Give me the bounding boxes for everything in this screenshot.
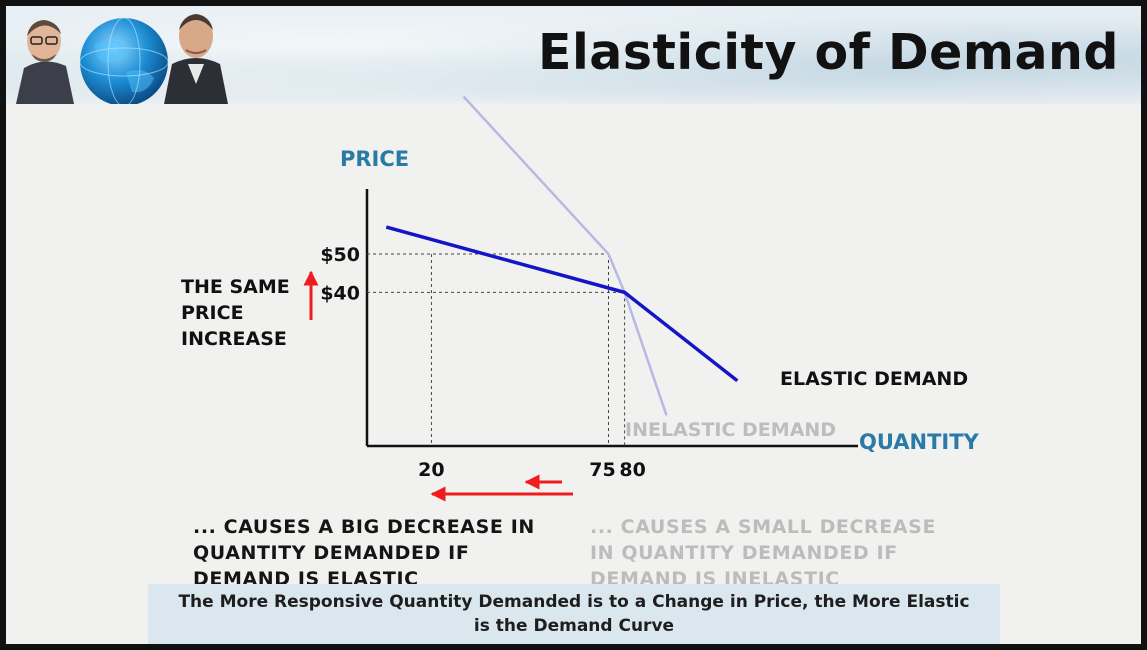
price-increase-line-2: PRICE xyxy=(181,302,244,324)
summary-text: The More Responsive Quantity Demanded is… xyxy=(178,592,970,636)
series-elastic-demand xyxy=(385,225,739,383)
y-tick-labels: $40 $50 xyxy=(320,244,360,304)
presenter-left-figure xyxy=(16,20,74,104)
inelastic-demand-label: INELASTIC DEMAND xyxy=(625,419,836,441)
price-increase-line-3: INCREASE xyxy=(181,328,287,350)
x-tick-labels: 20 75 80 xyxy=(418,459,646,481)
y-tick-label-50: $50 xyxy=(320,244,360,266)
x-tick-label-75: 75 xyxy=(589,459,615,481)
header-banner: Elasticity of Demand xyxy=(6,6,1141,104)
page-title: Elasticity of Demand xyxy=(537,24,1119,81)
inelastic-caption-line: ... CAUSES A SMALL DECREASE xyxy=(590,516,937,538)
globe-icon xyxy=(79,17,169,104)
x-axis-label: QUANTITY xyxy=(859,430,980,454)
elastic-caption-line: ... CAUSES A BIG DECREASE IN xyxy=(193,516,535,538)
price-increase-line-1: THE SAME xyxy=(181,276,290,298)
series-inelastic-demand xyxy=(462,95,668,416)
x-tick-label-20: 20 xyxy=(418,459,444,481)
presenters-photo xyxy=(16,14,228,104)
x-tick-label-80: 80 xyxy=(619,459,645,481)
elastic-demand-label: ELASTIC DEMAND xyxy=(780,368,968,390)
elastic-caption-line: QUANTITY DEMANDED IF xyxy=(193,542,470,564)
y-tick-label-40: $40 xyxy=(320,282,360,304)
y-axis-label: PRICE xyxy=(340,147,409,171)
summary-box: The More Responsive Quantity Demanded is… xyxy=(148,584,1000,644)
inelastic-effect-caption: ... CAUSES A SMALL DECREASE IN QUANTITY … xyxy=(590,514,990,592)
inelastic-caption-line: IN QUANTITY DEMANDED IF xyxy=(590,542,898,564)
elastic-effect-caption: ... CAUSES A BIG DECREASE IN QUANTITY DE… xyxy=(193,514,583,592)
demand-chart: PRICE QUANTITY ELASTIC DEMAND INELASTIC … xyxy=(181,95,980,502)
presenter-right-figure xyxy=(164,14,228,104)
slide: Elasticity of Demand PRICE QUANTITY ELAS… xyxy=(6,6,1141,644)
